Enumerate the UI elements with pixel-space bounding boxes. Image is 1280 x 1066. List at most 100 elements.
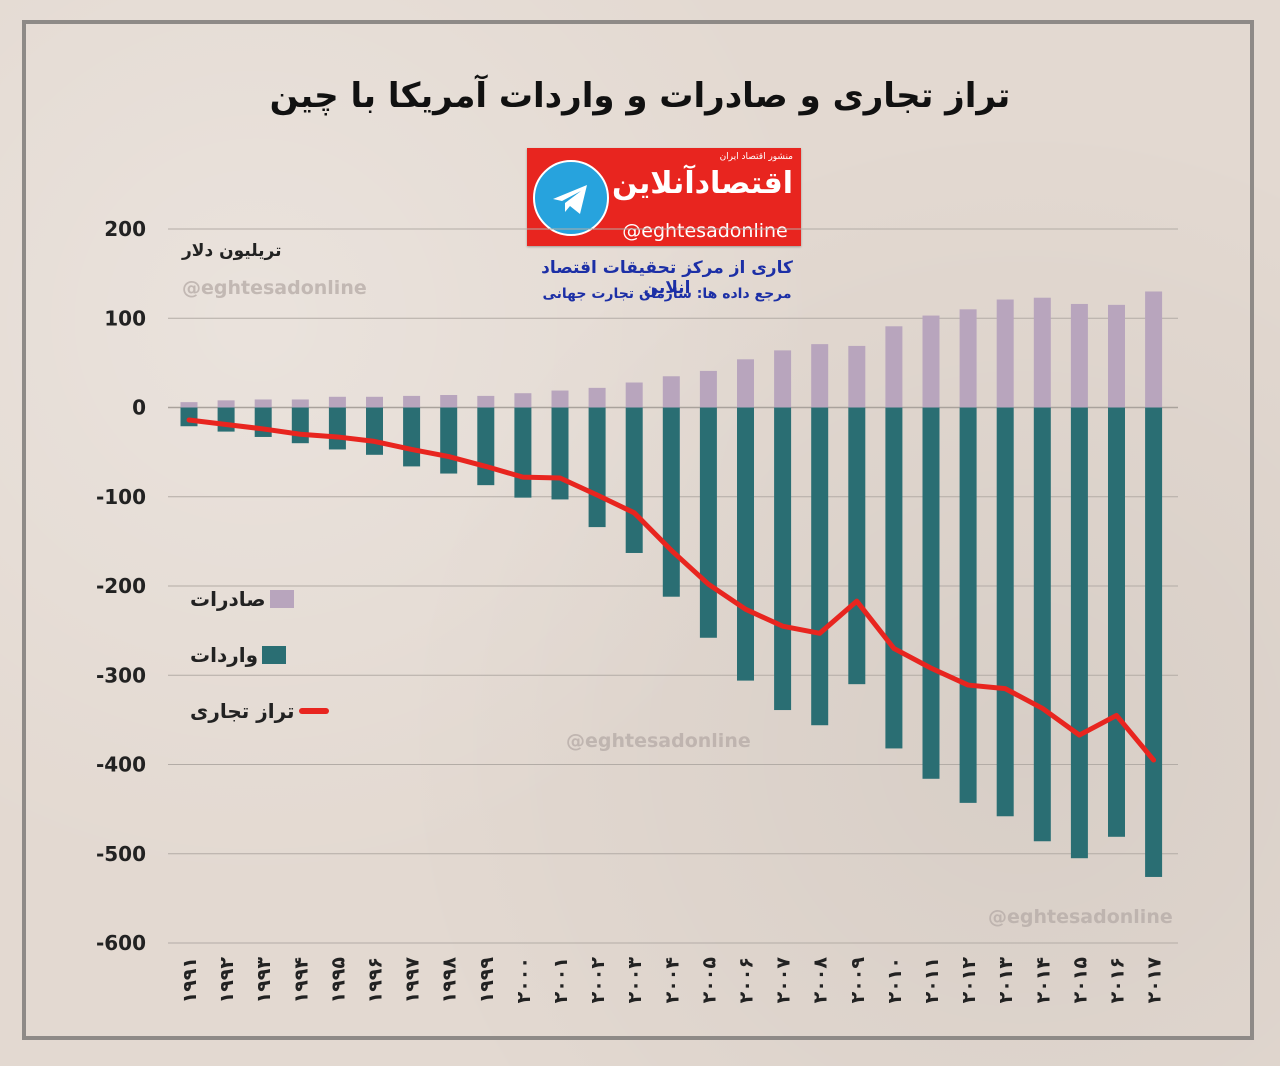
bar-exports [328, 396, 346, 408]
x-tick-label: ۲۰۰۰ [513, 957, 535, 1003]
bar-exports [514, 393, 532, 408]
bar-imports [1145, 407, 1163, 877]
y-tick-label: -600 [96, 931, 146, 955]
bar-exports [1033, 297, 1051, 408]
x-tick-label: ۲۰۱۰ [884, 957, 906, 1003]
x-tick-label: ۲۰۱۳ [995, 957, 1017, 1004]
bar-exports [699, 370, 717, 408]
x-tick-label: ۲۰۰۲ [587, 957, 609, 1004]
x-tick-label: ۱۹۹۲ [216, 957, 238, 1004]
watermark-bottom: @eghtesadonline [988, 906, 1173, 928]
bar-exports [996, 299, 1014, 408]
bar-exports [625, 382, 643, 408]
x-tick-label: ۱۹۹۶ [365, 957, 387, 1003]
bar-imports [922, 407, 940, 779]
legend-swatch-exports [269, 590, 294, 608]
bar-exports [737, 359, 754, 408]
x-tick-label: ۲۰۰۷ [773, 957, 795, 1004]
bar-imports [403, 407, 421, 467]
bar-exports [774, 350, 792, 408]
bar-imports [328, 407, 346, 450]
bar-imports [291, 407, 309, 444]
line-trade-balance [186, 417, 1157, 763]
legend-item-imports: واردات [190, 640, 287, 670]
bar-exports [1145, 291, 1163, 408]
bar-imports [588, 407, 606, 528]
bar-imports [737, 407, 754, 681]
y-tick-label: -500 [96, 842, 146, 866]
bar-exports [848, 345, 866, 408]
legend-label-balance: تراز تجاری [190, 699, 295, 723]
y-tick-label: 200 [104, 217, 146, 241]
legend-item-exports: صادرات [190, 584, 294, 614]
bar-imports [1070, 407, 1088, 859]
bar-exports [180, 402, 198, 408]
x-tick-label: ۲۰۱۷ [1144, 957, 1166, 1004]
bar-exports [254, 399, 272, 408]
chart-title: تراز تجاری و صادرات و واردات آمریکا با چ… [269, 76, 1011, 116]
bar-imports [1033, 407, 1051, 842]
x-tick-label: ۱۹۹۹ [476, 957, 498, 1004]
bar-exports [811, 344, 829, 408]
bar-imports [959, 407, 977, 803]
bar-exports [662, 376, 680, 408]
x-tick-label: ۲۰۱۱ [921, 957, 943, 1003]
bar-exports [477, 395, 495, 408]
bar-imports [1108, 407, 1125, 837]
bar-imports [811, 407, 829, 726]
bar-exports [440, 395, 458, 408]
x-tick-label: ۲۰۰۸ [810, 957, 832, 1004]
bar-imports [774, 407, 792, 711]
y-tick-label: -400 [96, 753, 146, 777]
bar-imports [996, 407, 1014, 817]
x-tick-label: ۱۹۹۸ [439, 957, 461, 1004]
logo-handle: @eghtesadonline [622, 220, 788, 242]
x-tick-label: ۲۰۰۵ [698, 957, 720, 1004]
x-tick-label: ۲۰۰۱ [550, 957, 572, 1003]
bar-imports [625, 407, 643, 553]
x-tick-label: ۲۰۰۶ [736, 957, 758, 1003]
x-tick-label: ۲۰۱۴ [1032, 957, 1054, 1003]
bar-imports [662, 407, 680, 597]
bar-imports [699, 407, 717, 638]
bar-exports [1070, 303, 1088, 408]
bar-imports [366, 407, 383, 455]
x-tick-label: ۱۹۹۳ [253, 957, 275, 1004]
x-tick-label: ۱۹۹۱ [179, 957, 201, 1003]
y-tick-label: -100 [96, 485, 146, 509]
x-tick-label: ۱۹۹۷ [402, 957, 424, 1004]
credit-research: کاری از مرکز تحقیقات اقتصاد انلاین [541, 258, 793, 298]
logo-brand: اقتصادآنلاین [612, 166, 794, 201]
y-tick-label: -300 [96, 663, 146, 687]
bar-exports [403, 395, 421, 408]
bar-imports [514, 407, 532, 498]
y-tick-label: -200 [96, 574, 146, 598]
y-tick-label: 100 [104, 306, 146, 330]
bar-exports [551, 390, 569, 408]
legend-label-exports: صادرات [190, 587, 266, 611]
bar-imports [217, 407, 235, 432]
bar-exports [1108, 304, 1125, 408]
credit-source: مرجع داده ها: سازمان تجارت جهانی [542, 286, 792, 302]
legend-swatch-balance [298, 708, 329, 714]
bar-exports [291, 399, 309, 408]
bar-imports [254, 407, 272, 437]
watermark-top: @eghtesadonline [182, 277, 367, 299]
y-axis-unit-label: تریلیون دلار [182, 241, 282, 261]
bar-imports [180, 407, 198, 427]
bar-exports [217, 400, 235, 408]
x-tick-label: ۱۹۹۵ [327, 957, 349, 1004]
bar-exports [885, 326, 903, 408]
frame-border [22, 20, 1254, 1040]
bar-imports [440, 407, 458, 474]
bar-exports [959, 309, 977, 408]
x-tick-label: ۲۰۰۹ [847, 957, 869, 1004]
watermark-middle: @eghtesadonline [566, 730, 751, 752]
bar-imports [848, 407, 866, 685]
x-tick-label: ۲۰۰۳ [624, 957, 646, 1004]
x-tick-label: ۲۰۱۵ [1069, 957, 1091, 1004]
bar-imports [551, 407, 569, 500]
telegram-icon [533, 160, 609, 236]
x-tick-label: ۲۰۰۴ [661, 957, 683, 1003]
